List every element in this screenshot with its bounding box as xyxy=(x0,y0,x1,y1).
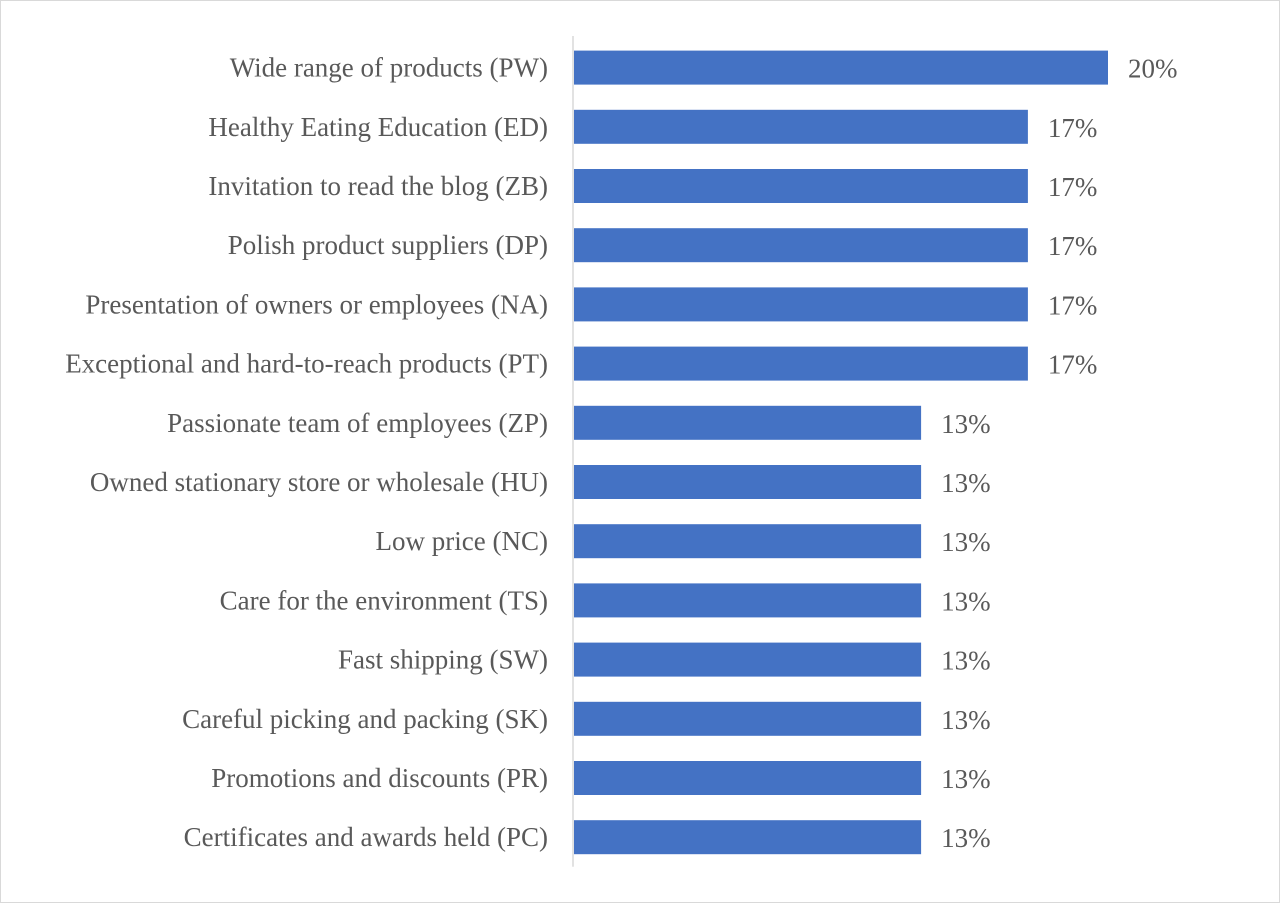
value-label-11: 13% xyxy=(941,705,991,735)
bar-7 xyxy=(574,465,922,499)
category-label-9: Care for the environment (TS) xyxy=(220,585,548,615)
value-label-2: 17% xyxy=(1048,172,1098,202)
category-label-4: Presentation of owners or employees (NA) xyxy=(85,289,548,319)
category-label-0: Wide range of products (PW) xyxy=(230,53,548,83)
value-label-4: 17% xyxy=(1048,290,1098,320)
bar-2 xyxy=(574,169,1028,203)
category-label-6: Passionate team of employees (ZP) xyxy=(167,408,548,438)
bar-5 xyxy=(574,346,1028,381)
value-label-8: 13% xyxy=(941,527,991,557)
category-label-2: Invitation to read the blog (ZB) xyxy=(208,171,548,201)
bar-0 xyxy=(574,50,1108,85)
category-labels-group: Wide range of products (PW) Healthy Eatin… xyxy=(65,53,548,853)
bar-3 xyxy=(574,228,1028,263)
value-label-10: 13% xyxy=(941,646,991,676)
value-label-12: 13% xyxy=(941,764,991,794)
value-labels-group: 20% 17% 17% 17% 17% 17% 13% 13% 13% 13% 13% 13% 13% 1… xyxy=(941,54,1177,854)
bar-6 xyxy=(574,405,922,440)
bars-group xyxy=(574,50,1108,855)
value-label-3: 17% xyxy=(1048,231,1098,261)
category-label-3: Polish product suppliers (DP) xyxy=(228,230,548,260)
category-label-11: Careful picking and packing (SK) xyxy=(182,704,548,734)
bar-9 xyxy=(574,583,922,618)
value-label-1: 17% xyxy=(1048,113,1098,143)
category-label-13: Certificates and awards held (PC) xyxy=(184,822,548,852)
category-label-5: Exceptional and hard-to-reach products (… xyxy=(65,349,548,379)
value-label-6: 13% xyxy=(941,409,991,439)
bar-11 xyxy=(574,701,922,736)
bar-12 xyxy=(574,761,922,795)
value-label-9: 13% xyxy=(941,586,991,616)
category-label-12: Promotions and discounts (PR) xyxy=(211,763,548,793)
bar-4 xyxy=(574,287,1028,322)
value-label-0: 20% xyxy=(1128,54,1178,84)
value-label-7: 13% xyxy=(941,468,991,498)
category-label-1: Healthy Eating Education (ED) xyxy=(208,112,548,142)
category-label-8: Low price (NC) xyxy=(376,526,548,556)
bar-1 xyxy=(574,109,1028,144)
bar-13 xyxy=(574,820,922,855)
category-label-10: Fast shipping (SW) xyxy=(338,645,548,675)
bar-8 xyxy=(574,524,922,559)
bar-10 xyxy=(574,642,922,677)
value-label-13: 13% xyxy=(941,823,991,853)
value-label-5: 17% xyxy=(1048,350,1098,380)
category-label-7: Owned stationary store or wholesale (HU) xyxy=(90,467,548,497)
